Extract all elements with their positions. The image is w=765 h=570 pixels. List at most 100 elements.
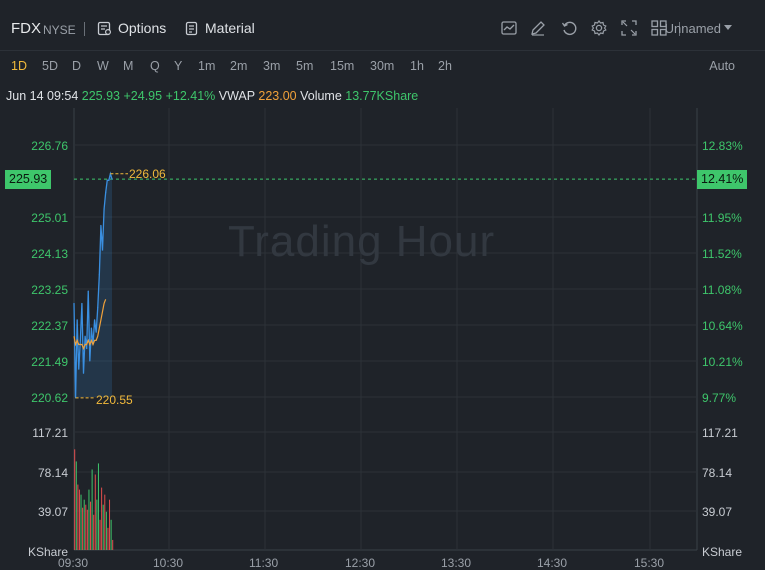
time-axis-label: 09:30 <box>58 556 89 570</box>
price-point <box>101 249 104 251</box>
vwap-label: VWAP <box>218 89 255 103</box>
price-axis-label: 221.49 <box>31 355 68 369</box>
volume-bar <box>99 519 101 550</box>
price-point <box>84 335 86 337</box>
volume-bar <box>78 489 80 550</box>
timeframe-1m[interactable]: 1m <box>198 59 216 73</box>
price-point <box>97 306 99 309</box>
price-point <box>111 178 113 180</box>
vwap-line <box>73 299 107 351</box>
timeframe-1h[interactable]: 1h <box>410 59 424 73</box>
undo-icon[interactable] <box>560 19 578 37</box>
material-button[interactable]: Material <box>185 20 255 36</box>
volume-axis-label: 117.21 <box>32 426 68 440</box>
volume-bar <box>82 507 84 550</box>
timeframe-15m[interactable]: 15m <box>330 59 355 73</box>
volume-bar <box>109 499 111 550</box>
price-point <box>92 343 94 346</box>
volume-bar <box>93 514 95 550</box>
time-axis-label: 15:30 <box>634 556 665 570</box>
options-icon <box>97 21 112 35</box>
price-point <box>109 173 112 175</box>
material-icon <box>185 21 198 35</box>
timeframe-3m[interactable]: 3m <box>263 59 281 73</box>
volume-axis-label: 39.07 <box>37 505 68 519</box>
time-axis-label: 10:30 <box>153 556 184 570</box>
settings-icon[interactable] <box>590 19 608 37</box>
exchange-label: NYSE <box>43 23 76 37</box>
volume-bar <box>88 489 90 550</box>
volume-bar <box>80 494 82 550</box>
volume-bar <box>85 504 87 550</box>
volume-bar <box>102 504 104 550</box>
current-pct-tag: 12.41% <box>697 170 748 189</box>
price-axis-label: 222.37 <box>31 319 68 333</box>
price-axis-label: 226.76 <box>31 139 68 153</box>
price-point <box>76 319 78 321</box>
low-price-callout: 220.55 <box>96 393 133 407</box>
draw-icon[interactable] <box>529 19 547 37</box>
volume-bar <box>74 449 76 550</box>
price-point <box>90 327 93 329</box>
price-point <box>108 179 110 181</box>
layout-name-dropdown[interactable]: Unnamed <box>664 21 721 36</box>
volume-bar <box>112 539 114 550</box>
timeframe-w[interactable]: W <box>97 59 109 73</box>
time-axis-label: 14:30 <box>537 556 568 570</box>
price-point <box>82 372 85 374</box>
fullscreen-icon[interactable] <box>620 19 638 37</box>
chart-type-icon[interactable] <box>500 19 518 37</box>
price-point <box>78 368 80 370</box>
options-button[interactable]: Options <box>97 20 166 36</box>
price-axis-label: 223.25 <box>31 283 68 297</box>
timeframe-30m[interactable]: 30m <box>370 59 395 73</box>
price-point <box>103 208 105 210</box>
price-point <box>95 331 97 333</box>
timeframe-1d[interactable]: 1D <box>11 59 27 73</box>
material-label: Material <box>205 20 255 36</box>
quote-change: +24.95 <box>123 89 163 103</box>
volume-bar <box>86 509 88 550</box>
volume-bar <box>97 463 99 550</box>
pct-axis-label: 9.77% <box>702 391 737 405</box>
pct-axis-label: 10.21% <box>702 355 743 369</box>
trading-hour-watermark: Trading Hour <box>228 217 496 266</box>
price-point <box>98 274 100 276</box>
volume-label: Volume <box>300 89 342 103</box>
top-toolbar: FDX NYSE Options Material <box>0 0 765 58</box>
quote-info-line: Jun 14 09:54 225.93 +24.95 +12.41% VWAP … <box>6 89 418 103</box>
quote-change-pct: +12.41% <box>165 89 216 103</box>
volume-bar <box>110 519 112 550</box>
price-axis-label: 224.13 <box>31 247 68 261</box>
price-axis-label: 220.62 <box>31 391 68 405</box>
symbol-ticker[interactable]: FDX <box>11 20 41 37</box>
quote-datetime: Jun 14 09:54 <box>6 89 79 103</box>
timeframe-2m[interactable]: 2m <box>230 59 248 73</box>
timeframe-y[interactable]: Y <box>174 59 183 73</box>
time-axis-label: 12:30 <box>345 556 376 570</box>
auto-scale-button[interactable]: Auto <box>709 59 735 73</box>
layout-grid-icon[interactable] <box>650 19 668 37</box>
chevron-down-icon[interactable] <box>724 25 732 30</box>
timeframe-q[interactable]: Q <box>150 59 160 73</box>
timeframe-5d[interactable]: 5D <box>42 59 58 73</box>
timeframe-5m[interactable]: 5m <box>296 59 314 73</box>
volume-bar <box>101 487 103 550</box>
toolbar-divider <box>0 50 765 51</box>
quote-price: 225.93 <box>81 89 121 103</box>
price-point <box>73 302 75 305</box>
timeframe-d[interactable]: D <box>72 59 82 73</box>
volume-unit-label: KShare <box>27 545 68 559</box>
price-point <box>79 339 81 341</box>
toolbar-separator <box>679 22 680 36</box>
timeframe-m[interactable]: M <box>123 59 134 73</box>
volume-axis-label: 78.14 <box>702 466 733 480</box>
timeframe-2h[interactable]: 2h <box>438 59 452 73</box>
volume-bar <box>77 484 79 550</box>
price-point <box>74 397 77 399</box>
price-point <box>106 179 108 181</box>
price-point <box>86 347 88 350</box>
price-axis-label: 225.01 <box>31 211 68 225</box>
time-axis-label: 11:30 <box>249 556 279 570</box>
